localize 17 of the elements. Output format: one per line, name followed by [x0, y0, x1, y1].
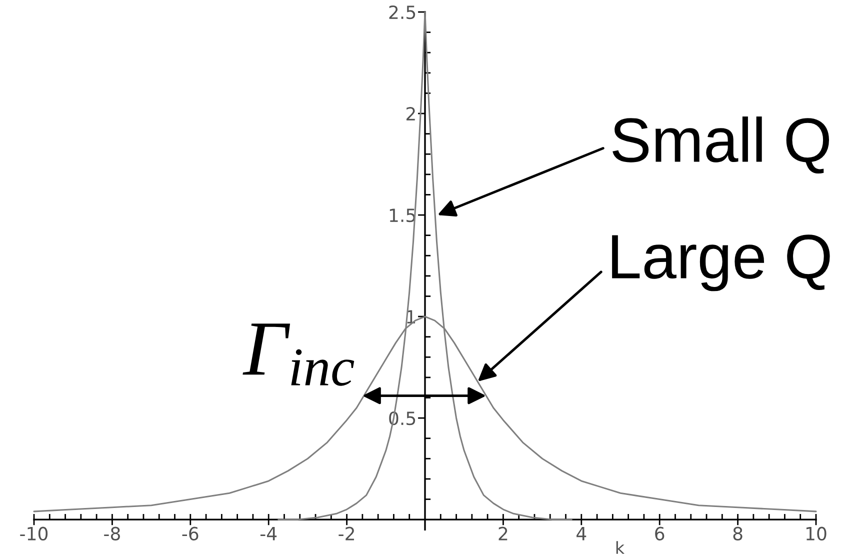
x-tick-label: 4	[576, 527, 586, 540]
annotation: Small Q	[612, 116, 830, 174]
annotation: Large Q	[612, 234, 830, 292]
y-tick-label: 2	[406, 106, 415, 120]
x-tick-label: 10	[806, 526, 826, 540]
x-tick-label: -6	[182, 526, 198, 540]
x-axis-title: k	[616, 541, 624, 554]
x-tick-label: -4	[260, 527, 277, 540]
x-tick-label: -8	[104, 526, 120, 540]
y-tick-label: 1.5	[390, 208, 416, 222]
x-tick-label: -2	[338, 526, 354, 540]
y-tick-label: 2.5	[389, 5, 416, 20]
x-tick-label: 8	[733, 526, 742, 540]
x-tick-label: -10	[20, 526, 48, 540]
x-tick-label: 6	[655, 526, 664, 540]
annotation: Γ$_{inc}$	[242, 324, 354, 386]
x-tick-label: 2	[498, 526, 508, 540]
